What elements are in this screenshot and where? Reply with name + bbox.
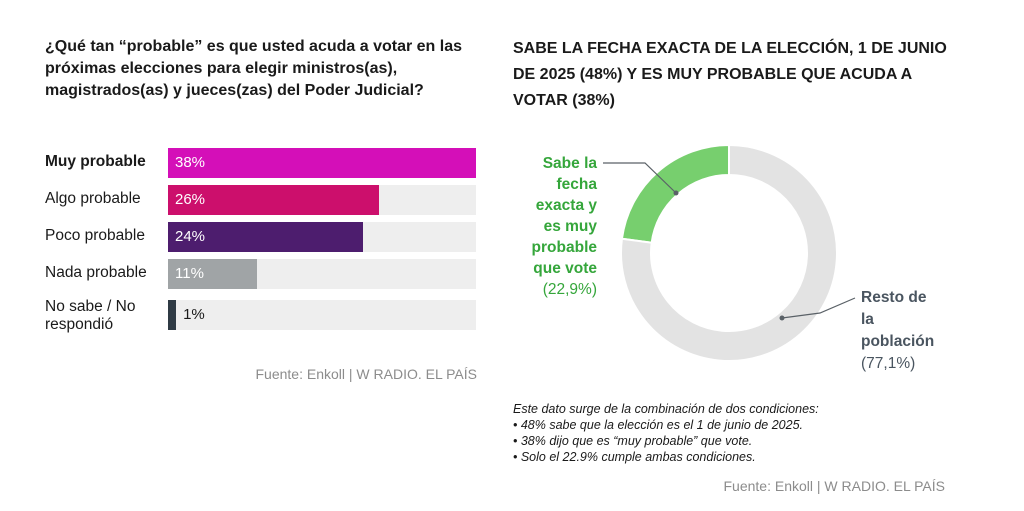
note-line: • Solo el 22.9% cumple ambas condiciones… [513, 450, 756, 464]
bar [168, 300, 177, 330]
bar [168, 185, 379, 215]
bar-row: Poco probable 24% [45, 221, 477, 252]
leader-line-green [603, 162, 677, 194]
right-chart-title: SABE LA FECHA EXACTA DE LA ELECCIÓN, 1 D… [513, 40, 947, 109]
bar-track: 1% [168, 300, 476, 330]
bar-value-label: 1% [183, 306, 205, 323]
bar-row: No sabe / No respondió 1% [45, 298, 477, 333]
bar-row: Algo probable 26% [45, 184, 477, 215]
note-line: Este dato surge de la combinación de dos… [513, 402, 819, 416]
bar-value-label: 11% [175, 265, 204, 282]
note-line: • 38% dijo que es “muy probable” que vot… [513, 434, 753, 448]
donut-label-rest-name: Resto de la población [861, 289, 935, 350]
bar [168, 148, 476, 178]
leader-line-green-dot [673, 190, 679, 196]
bar-category-label: No sabe / No respondió [45, 298, 136, 333]
bar-value-label: 26% [175, 191, 206, 208]
bar [168, 222, 363, 252]
bar-value-label: 38% [175, 154, 206, 171]
methodology-note: Este dato surge de la combinación de dos… [513, 401, 953, 465]
leader-line-rest-dot [779, 315, 785, 321]
bar-category-label: Algo probable [45, 190, 141, 207]
donut-label-green-value: (22,9%) [542, 281, 597, 298]
left-chart-title: ¿Qué tan “probable” es que usted acuda a… [45, 38, 462, 99]
bar-track: 38% [168, 148, 476, 178]
bar [168, 259, 258, 289]
donut-label-green: Sabe la fecha exacta y es muy probable q… [505, 153, 597, 300]
bar-track: 11% [168, 259, 476, 289]
bar-track: 26% [168, 185, 476, 215]
donut-label-green-name: Sabe la fecha exacta y es muy probable q… [531, 155, 597, 277]
note-line: • 48% sabe que la elección es el 1 de ju… [513, 418, 804, 432]
bar-track: 24% [168, 222, 476, 252]
left-source: Fuente: Enkoll | W RADIO. EL PAÍS [255, 366, 478, 382]
right-source: Fuente: Enkoll | W RADIO. EL PAÍS [723, 478, 946, 494]
donut-label-rest: Resto de la población (77,1%) [861, 287, 961, 375]
leader-line-rest [781, 297, 856, 319]
bar-row: Muy probable 38% [45, 147, 477, 178]
bar-category-label: Muy probable [45, 153, 146, 170]
donut-label-rest-value: (77,1%) [861, 355, 916, 372]
bar-row: Nada probable 11% [45, 258, 477, 289]
bar-category-label: Nada probable [45, 264, 147, 281]
bar-value-label: 24% [175, 228, 206, 245]
bar-category-label: Poco probable [45, 227, 145, 244]
donut-slice [620, 143, 838, 362]
